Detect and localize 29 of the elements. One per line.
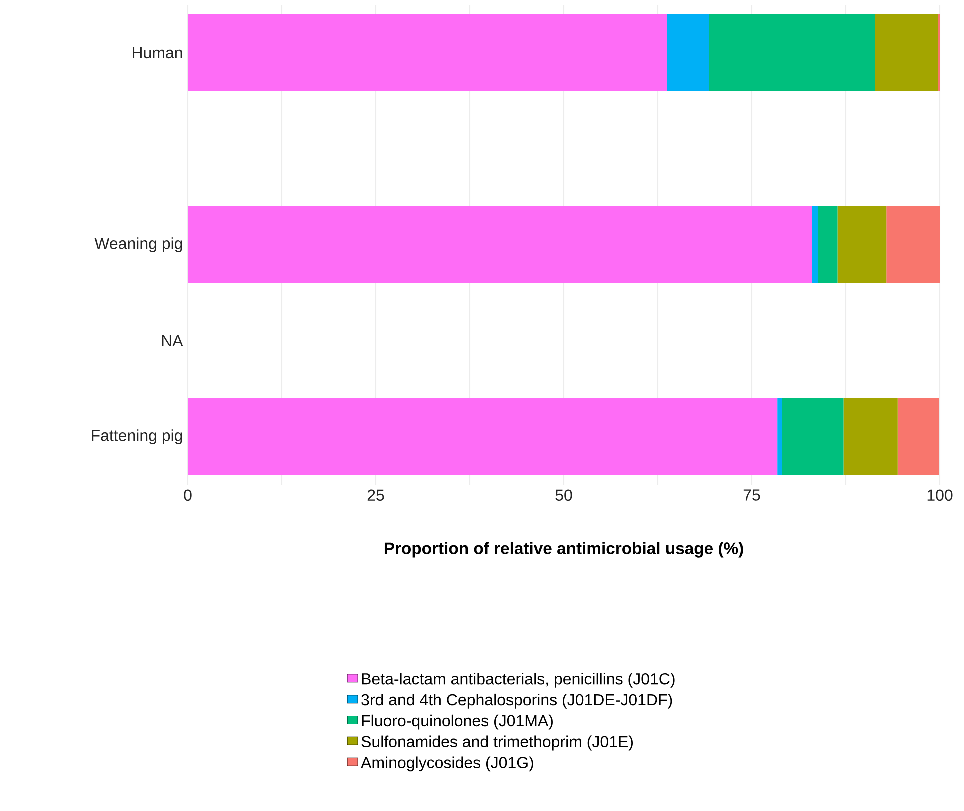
bar (188, 206, 812, 284)
bar (818, 206, 838, 284)
x-tick-label: 75 (744, 490, 760, 501)
bar (844, 398, 898, 476)
bar (188, 398, 778, 476)
y-tick-label: NA (162, 336, 184, 347)
legend-label: Aminoglycosides (J01G) (361, 756, 534, 772)
bar (875, 14, 939, 92)
legend-label: Sulfonamides and trimethoprim (J01E) (362, 736, 634, 751)
bar (886, 206, 940, 284)
y-tick-label: Weaning pig (94, 238, 182, 252)
bar (709, 14, 876, 92)
bar (778, 398, 782, 476)
bar (667, 14, 710, 92)
y-tick-label: Fattening pig (92, 430, 182, 444)
legend-label: Beta-lactam antibacterials, penicillins (J01C) (362, 673, 675, 688)
bar (838, 206, 887, 284)
x-tick-label: 25 (368, 490, 384, 502)
x-axis-title: Proportion of relative antimicrobial usage (%) (384, 542, 744, 558)
x-tick-label: 50 (556, 490, 572, 502)
legend-label: Fluoro-quinolones (J01MA) (362, 714, 553, 730)
y-tick-label: Human (133, 47, 182, 59)
bar (898, 398, 940, 476)
bar (188, 14, 668, 92)
bar (812, 206, 818, 284)
x-tick-label: 100 (928, 490, 953, 502)
legend-label: 3rd and 4th Cephalosporins (J01DE-J01DF) (362, 694, 672, 709)
bar (782, 398, 844, 476)
x-tick-label: 0 (184, 490, 192, 502)
